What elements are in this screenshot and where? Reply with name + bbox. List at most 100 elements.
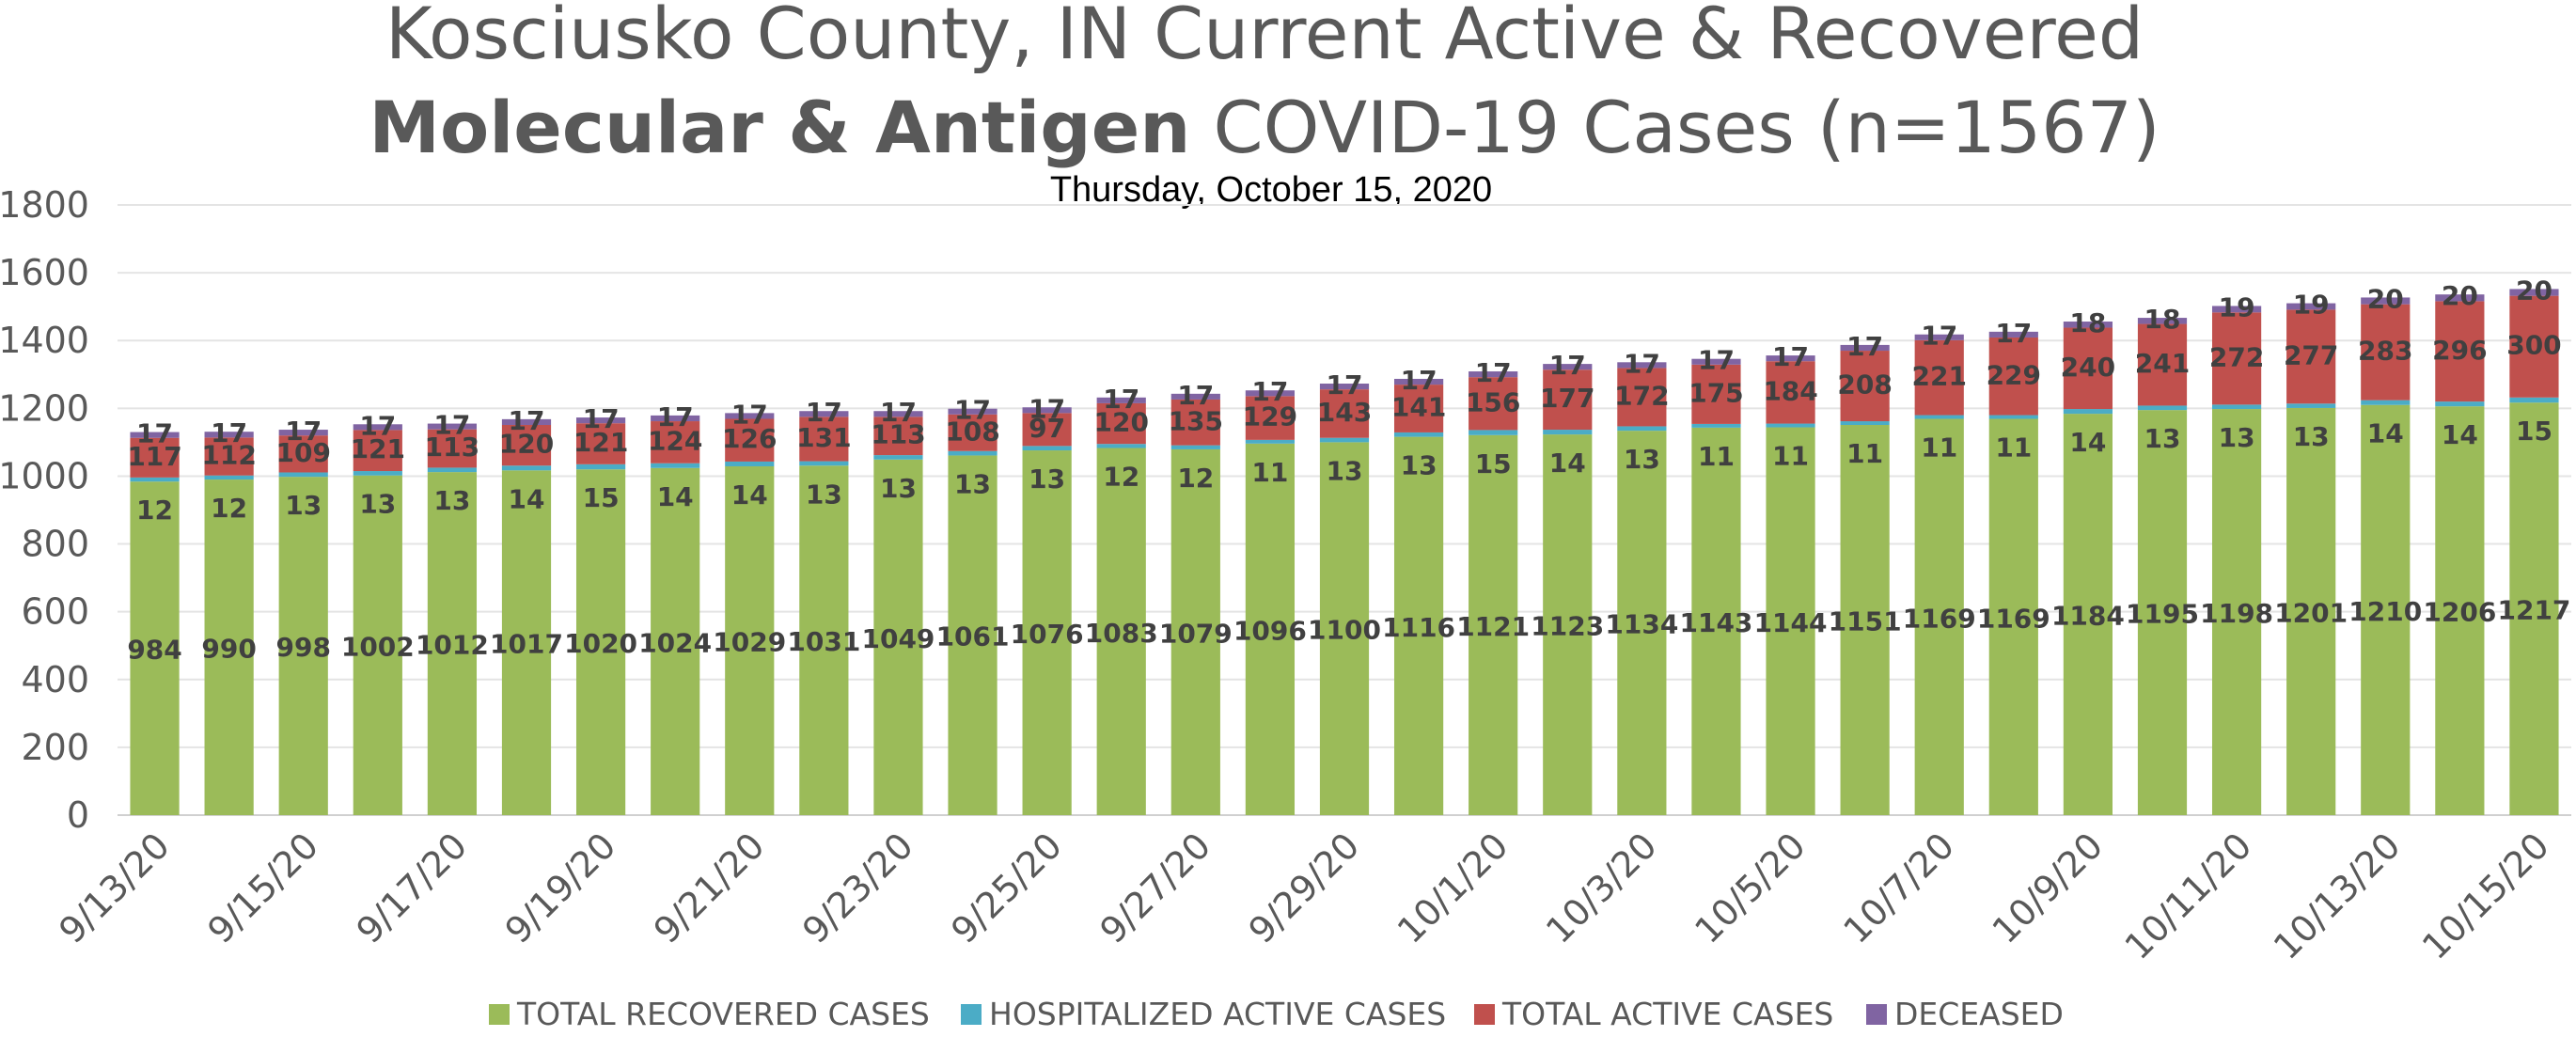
bar-segment — [1245, 396, 1296, 440]
data-label: 12 — [211, 493, 247, 524]
bar-segment — [1914, 339, 1964, 416]
data-label: 1169 — [1903, 603, 1976, 634]
data-label: 177 — [1540, 383, 1594, 414]
bar-segment — [1469, 434, 1518, 815]
data-label: 11 — [1251, 457, 1288, 488]
bar-segment — [799, 461, 849, 466]
bar-segment — [651, 421, 700, 464]
data-label: 14 — [731, 479, 768, 511]
bar-segment — [1393, 385, 1444, 432]
bar-segment — [651, 467, 700, 815]
data-label: 13 — [880, 473, 917, 504]
chart-title-line1: Kosciusko County, IN Current Active & Re… — [385, 0, 2144, 75]
bar-segment — [651, 463, 700, 468]
data-label: 175 — [1689, 377, 1743, 408]
data-label: 1076 — [1011, 619, 1084, 650]
data-label: 240 — [2061, 352, 2115, 383]
data-label: 17 — [1772, 341, 1809, 372]
data-label: 1195 — [2126, 599, 2199, 630]
data-label: 1151 — [1829, 606, 1902, 637]
bar-segment — [2286, 303, 2336, 310]
bar-segment — [1617, 368, 1667, 427]
bar-segment — [353, 424, 402, 431]
bar-segment — [1691, 423, 1741, 428]
bar-segment — [1617, 431, 1667, 815]
y-tick-label: 1600 — [0, 252, 89, 293]
data-label: 11 — [1846, 438, 1883, 469]
data-label: 120 — [1094, 407, 1149, 438]
data-label: 13 — [285, 490, 322, 521]
y-tick-label: 400 — [21, 659, 89, 700]
y-tick-label: 600 — [21, 591, 89, 633]
bar-segment — [2435, 301, 2485, 402]
data-label: 17 — [359, 410, 396, 441]
data-label: 17 — [1995, 318, 2032, 349]
data-label: 17 — [211, 417, 247, 448]
x-tick-label: 9/13/20 — [51, 825, 178, 951]
bar-segment — [278, 477, 328, 815]
bar-segment — [2435, 406, 2485, 815]
bar-segment — [1543, 369, 1593, 431]
bar-segment — [2137, 405, 2188, 411]
data-label: 17 — [806, 397, 842, 428]
bar-segment — [278, 430, 328, 436]
bar-segment — [353, 475, 402, 815]
x-tick-label: 9/19/20 — [497, 825, 624, 951]
bar-segment — [1617, 426, 1667, 432]
data-label: 1002 — [341, 631, 415, 662]
legend-swatch — [961, 1004, 982, 1025]
bar-segment — [1245, 390, 1296, 397]
data-label: 14 — [2367, 418, 2404, 449]
data-label: 17 — [1401, 365, 1437, 396]
bar-segment — [1988, 418, 2038, 815]
data-label: 19 — [2219, 291, 2255, 322]
data-label: 1210 — [2348, 596, 2422, 627]
y-tick-label: 200 — [21, 727, 89, 768]
bar-segment — [948, 450, 997, 456]
bar-segment — [1543, 430, 1593, 435]
data-label: 17 — [1846, 331, 1883, 362]
data-label: 14 — [2069, 427, 2106, 458]
bar-segment — [1319, 384, 1370, 390]
bar-segment — [799, 465, 849, 815]
bar-segment — [1245, 439, 1296, 444]
bar-segment — [873, 411, 923, 417]
data-label: 17 — [880, 397, 917, 428]
y-tick-label: 0 — [67, 794, 89, 836]
bar-segment — [2137, 318, 2188, 324]
bar-segment — [799, 411, 849, 417]
bar-segment — [1393, 432, 1444, 437]
bar-segment — [1914, 415, 1964, 419]
data-label: 12 — [136, 495, 173, 526]
bar-segment — [1914, 334, 1964, 340]
y-tick-label: 800 — [21, 524, 89, 565]
data-label: 20 — [2442, 280, 2478, 311]
x-tick-label: 9/29/20 — [1241, 825, 1368, 951]
data-label: 14 — [509, 483, 545, 514]
data-label: 17 — [1698, 345, 1735, 376]
data-label: 1049 — [861, 623, 935, 654]
data-label: 17 — [1624, 348, 1660, 379]
data-label: 141 — [1391, 392, 1446, 423]
chart-title-rest: COVID-19 Cases (n=1567) — [1190, 86, 2160, 169]
data-label: 1079 — [1159, 618, 1233, 649]
bar-segment — [427, 472, 478, 815]
data-label: 17 — [1475, 357, 1512, 388]
data-label: 15 — [1475, 448, 1512, 479]
data-label: 17 — [583, 403, 620, 434]
data-label: 112 — [201, 440, 256, 471]
bar-segment — [501, 418, 552, 426]
data-label: 11 — [1921, 432, 1957, 464]
data-label: 984 — [127, 635, 181, 666]
data-label: 17 — [954, 395, 991, 426]
bar-segment — [204, 432, 254, 438]
data-label: 17 — [136, 418, 173, 449]
bar-segment — [2063, 322, 2113, 328]
data-label: 1121 — [1456, 611, 1530, 642]
data-label: 17 — [433, 410, 470, 441]
bar-segment — [1022, 450, 1072, 815]
bar-segment — [1840, 344, 1890, 352]
bar-segment — [725, 413, 775, 419]
x-axis: 9/13/20 9/15/20 9/17/20 9/19/20 9/21/20 9/23/… — [51, 825, 2557, 967]
data-labels: 9841211717990121121799813109171002131211… — [127, 275, 2570, 665]
